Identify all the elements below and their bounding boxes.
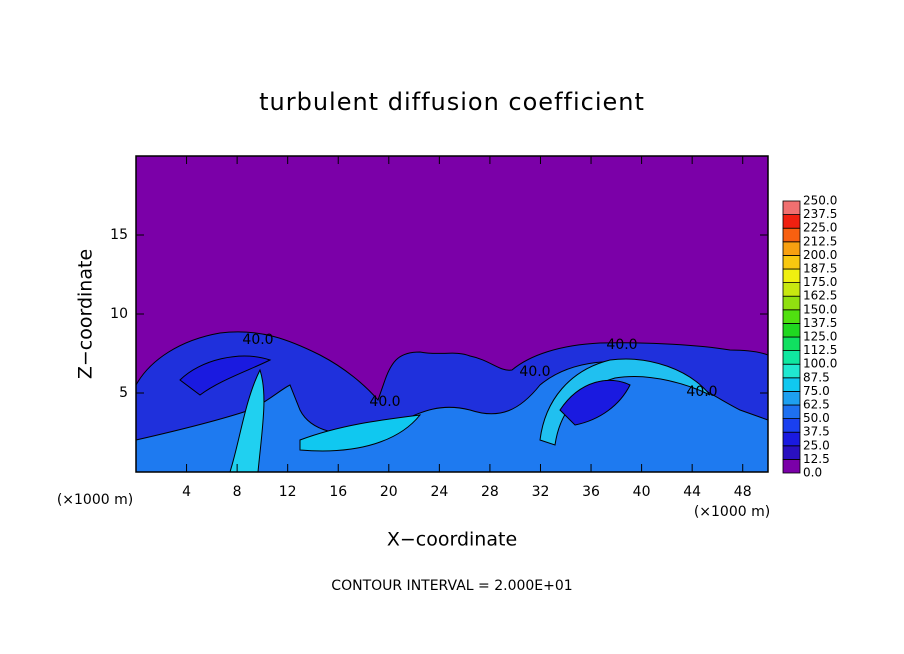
y-tick-label: 15 xyxy=(110,227,128,243)
colorbar-label: 200.0 xyxy=(803,248,837,262)
colorbar-label: 237.5 xyxy=(803,207,837,221)
colorbar-swatch xyxy=(782,377,801,392)
x-unit-label: (×1000 m) xyxy=(694,504,770,520)
colorbar-swatch xyxy=(782,214,801,229)
colorbar-label: 187.5 xyxy=(803,262,837,276)
x-tick-label: 16 xyxy=(329,484,347,500)
colorbar-swatch xyxy=(782,336,801,352)
contour-label: 40.0 xyxy=(242,332,273,348)
contour-label: 40.0 xyxy=(369,394,400,410)
colorbar-label: 125.0 xyxy=(803,330,837,344)
colorbar-swatch xyxy=(782,418,801,433)
colorbar-swatch xyxy=(782,350,801,365)
colorbar-label: 37.5 xyxy=(803,425,830,439)
colorbar-label: 25.0 xyxy=(803,438,830,452)
y-tick-label: 5 xyxy=(119,385,128,401)
colorbar-label: 0.0 xyxy=(803,466,822,480)
colorbar-swatch xyxy=(782,363,801,379)
x-tick-label: 4 xyxy=(182,484,191,500)
colorbar-label: 150.0 xyxy=(803,302,837,316)
x-axis-title: X−coordinate xyxy=(387,529,517,551)
contour-label: 40.0 xyxy=(686,384,717,400)
colorbar-swatch xyxy=(782,431,801,447)
y-tick-label: 10 xyxy=(110,306,128,322)
colorbar-swatch xyxy=(782,200,801,216)
x-tick-label: 40 xyxy=(633,484,651,500)
x-unit-label: (×1000 m) xyxy=(57,492,133,508)
colorbar-label: 225.0 xyxy=(803,221,837,235)
colorbar-swatch xyxy=(782,268,801,284)
colorbar-swatch xyxy=(782,227,801,243)
colorbar-swatch xyxy=(782,445,801,460)
x-tick-label: 20 xyxy=(380,484,398,500)
contour-label: 40.0 xyxy=(606,337,637,353)
colorbar-swatch xyxy=(782,295,801,311)
x-tick-label: 44 xyxy=(683,484,701,500)
x-tick-label: 28 xyxy=(481,484,499,500)
colorbar-swatch xyxy=(782,322,801,338)
contour-label: 40.0 xyxy=(519,364,550,380)
colorbar-label: 175.0 xyxy=(803,275,837,289)
colorbar-label: 250.0 xyxy=(803,194,837,208)
colorbar-swatch xyxy=(782,254,801,270)
x-tick-label: 12 xyxy=(279,484,297,500)
colorbar-swatch xyxy=(782,309,801,324)
colorbar-label: 162.5 xyxy=(803,289,837,303)
colorbar-label: 62.5 xyxy=(803,398,830,412)
chart-title: turbulent diffusion coefficient xyxy=(259,88,645,116)
colorbar-swatch xyxy=(782,390,801,406)
colorbar-swatch xyxy=(782,458,801,474)
colorbar-label: 112.5 xyxy=(803,343,837,357)
y-axis-title: Z−coordinate xyxy=(75,249,97,379)
colorbar-swatch xyxy=(782,241,801,256)
colorbar-swatch xyxy=(782,282,801,297)
x-tick-label: 32 xyxy=(532,484,550,500)
x-tick-label: 24 xyxy=(430,484,448,500)
x-tick-label: 36 xyxy=(582,484,600,500)
footer-note: CONTOUR INTERVAL = 2.000E+01 xyxy=(331,578,572,594)
x-tick-label: 8 xyxy=(233,484,242,500)
colorbar-label: 212.5 xyxy=(803,234,837,248)
colorbar-label: 12.5 xyxy=(803,452,830,466)
colorbar-label: 100.0 xyxy=(803,357,837,371)
x-tick-label: 48 xyxy=(734,484,752,500)
field xyxy=(135,331,769,473)
colorbar-label: 87.5 xyxy=(803,370,830,384)
colorbar-label: 50.0 xyxy=(803,411,830,425)
colorbar-label: 137.5 xyxy=(803,316,837,330)
colorbar-swatch xyxy=(782,404,801,420)
colorbar-label: 75.0 xyxy=(803,384,830,398)
